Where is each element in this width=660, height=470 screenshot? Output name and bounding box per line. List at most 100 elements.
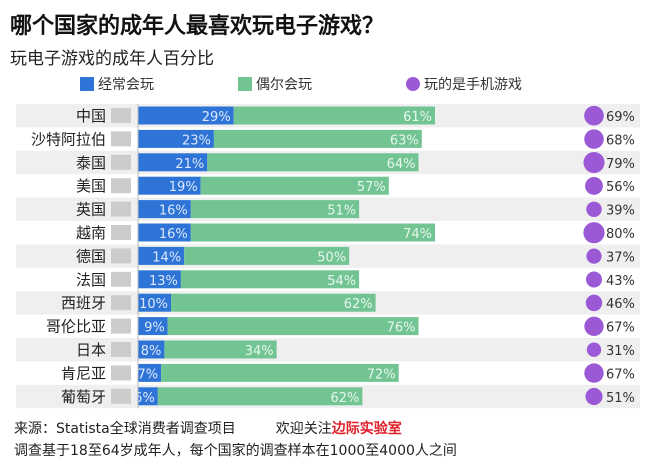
flag-icon [111, 318, 131, 334]
bubble-mobile [585, 176, 603, 195]
data-label-mobile: 79% [606, 157, 635, 172]
category-label: 英国 [76, 201, 106, 219]
bar-frequent [138, 153, 208, 172]
bar-occasional [171, 293, 376, 312]
data-label-mobile: 51% [606, 391, 635, 406]
data-label-frequent: 21% [175, 157, 204, 172]
category-label: 日本 [76, 341, 106, 359]
data-label-frequent: 23% [182, 133, 211, 148]
bar-occasional [161, 363, 399, 382]
data-label-mobile: 68% [606, 133, 635, 148]
bar-occasional [200, 176, 389, 195]
bar-occasional [207, 153, 419, 172]
flag-icon [111, 154, 131, 170]
data-label-frequent: 16% [159, 204, 188, 219]
category-label: 沙特阿拉伯 [31, 130, 106, 148]
data-label-occasional: 34% [245, 344, 274, 359]
flag-icon [111, 108, 131, 123]
data-label-occasional: 74% [403, 227, 432, 242]
flag-icon [111, 365, 131, 381]
flag-icon [111, 295, 131, 311]
category-label: 西班牙 [61, 294, 106, 312]
chart-subtitle: 玩电子游戏的成年人百分比 [10, 49, 214, 69]
bar-occasional [164, 340, 277, 359]
data-label-occasional: 76% [387, 321, 416, 336]
data-label-mobile: 37% [606, 250, 635, 265]
bubble-mobile [585, 271, 603, 288]
bar-frequent [138, 246, 185, 265]
bar-occasional [167, 317, 419, 336]
footer-note: 调查基于18至64岁成年人，每个国家的调查样本在1000至4000人之间 [14, 443, 457, 459]
data-label-occasional: 64% [387, 157, 416, 172]
data-label-mobile: 46% [606, 297, 635, 312]
bubble-mobile [586, 342, 602, 357]
row-background [16, 338, 640, 362]
bar-occasional [233, 106, 435, 125]
data-label-frequent: 6% [134, 391, 155, 406]
data-label-frequent: 10% [139, 297, 168, 312]
legend-mobile: 玩的是手机游戏 [406, 74, 522, 94]
footer-source: 来源：Statista全球消费者调查项目 欢迎关注边际实验室 [14, 421, 402, 437]
bar-frequent [138, 223, 191, 242]
data-label-occasional: 63% [390, 133, 419, 148]
chart-title: 哪个国家的成年人最喜欢玩电子游戏？ [10, 14, 385, 39]
data-label-mobile: 69% [606, 110, 635, 125]
bubble-mobile [585, 294, 603, 312]
data-label-mobile: 67% [606, 321, 635, 336]
category-label: 泰国 [76, 154, 106, 172]
flag-icon [111, 201, 131, 217]
bubble-mobile [584, 105, 604, 126]
category-label: 中国 [76, 107, 106, 125]
bar-frequent [138, 293, 171, 312]
bubble-mobile [584, 316, 604, 336]
bar-occasional [213, 129, 422, 148]
bar-occasional [190, 223, 435, 242]
data-label-mobile: 67% [606, 367, 635, 382]
bubble-mobile [584, 363, 604, 383]
category-label: 葡萄牙 [61, 388, 106, 406]
bar-frequent [138, 200, 191, 219]
data-label-mobile: 31% [606, 344, 635, 359]
bar-occasional [157, 387, 363, 406]
bar-frequent [138, 129, 214, 148]
bar-frequent [138, 340, 165, 359]
data-label-frequent: 14% [152, 250, 181, 265]
flag-icon [111, 388, 131, 404]
bar-frequent [138, 106, 234, 125]
bubble-mobile [586, 201, 602, 218]
data-label-frequent: 9% [144, 321, 165, 336]
bar-frequent [138, 317, 168, 336]
data-label-frequent: 13% [149, 274, 178, 289]
category-label: 德国 [76, 247, 106, 265]
bar-frequent [138, 176, 201, 195]
category-label: 肯尼亚 [61, 364, 106, 382]
bubble-mobile [584, 129, 604, 149]
bar-frequent [138, 363, 162, 382]
data-label-frequent: 16% [159, 227, 188, 242]
data-label-mobile: 39% [606, 204, 635, 219]
data-label-mobile: 80% [606, 227, 635, 242]
data-label-occasional: 57% [357, 180, 386, 195]
category-label: 美国 [76, 177, 106, 195]
flag-icon [111, 342, 131, 357]
data-label-occasional: 51% [327, 204, 356, 219]
data-label-occasional: 72% [367, 367, 396, 382]
flag-icon [111, 178, 131, 194]
legend-frequent: 经常会玩 [80, 74, 154, 94]
data-label-mobile: 56% [606, 180, 635, 195]
category-label: 法国 [76, 271, 106, 289]
flag-icon [111, 131, 131, 147]
flag-icon [111, 271, 131, 287]
data-label-frequent: 29% [202, 110, 231, 125]
category-label: 越南 [76, 224, 106, 242]
bar-occasional [180, 270, 360, 289]
legend-occasional: 偶尔会玩 [238, 74, 312, 94]
bubble-mobile [583, 222, 605, 244]
bubble-mobile [583, 151, 605, 174]
bubble-mobile [585, 387, 603, 406]
data-label-frequent: 7% [137, 367, 158, 382]
data-label-mobile: 43% [606, 274, 635, 289]
flag-icon [111, 225, 131, 240]
category-label: 哥伦比亚 [46, 318, 106, 336]
